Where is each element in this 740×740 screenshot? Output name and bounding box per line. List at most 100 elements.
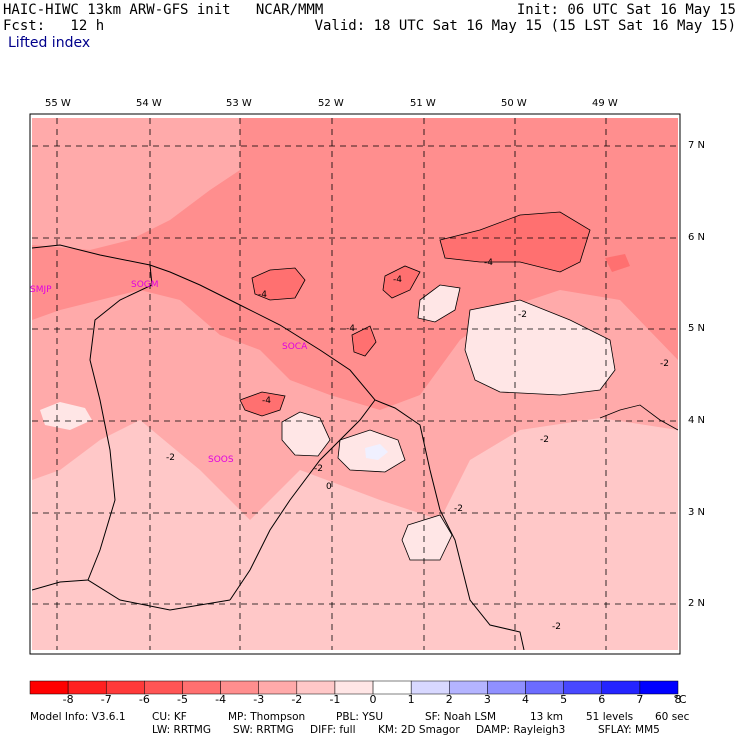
model-title: HAIC-HIWC 13km ARW-GFS init NCAR/MMM [3, 2, 324, 18]
station-soos: SOOS [208, 455, 234, 465]
footer-lw: LW: RRTMG [152, 724, 211, 736]
fill-patch-light-5 [402, 515, 452, 560]
contour-label: -2 [540, 435, 549, 445]
fill-patch-minus4-3 [240, 392, 285, 416]
footer-km: KM: 2D Smagor [378, 724, 460, 736]
contour-minus2-3 [281, 411, 331, 457]
fill-patch-light-sw [40, 402, 92, 430]
border-southwest [32, 579, 89, 591]
border-suriname-guyana [87, 264, 231, 611]
contour-label: -2 [552, 622, 561, 632]
contour-minus2-2 [417, 284, 461, 323]
contour-label: -4 [393, 275, 402, 285]
contour-lines [239, 211, 678, 561]
colorbar-tick-label: 3 [483, 693, 491, 706]
colorbar-tick-label: 8 [674, 693, 682, 706]
colorbar [29, 680, 679, 695]
colorbar-tick-label: 5 [560, 693, 568, 706]
fill-patch-light-nw [32, 118, 240, 250]
fill-patch-minus4-5 [605, 254, 630, 272]
colorbar-tick-label: 4 [522, 693, 530, 706]
fill-patch-near0 [365, 444, 388, 460]
contour-minus2-4 [337, 429, 406, 473]
lat-label: 3 N [688, 507, 706, 518]
lon-label: 52 W [318, 98, 344, 109]
footer-sf: SF: Noah LSM [425, 711, 497, 723]
fill-patch-light-2 [418, 285, 460, 322]
lat-label: 7 N [688, 140, 706, 151]
colorbar-tick-label: -5 [176, 693, 188, 706]
colorbar-tick-label: -1 [329, 693, 341, 706]
contour-label: -2 [660, 359, 669, 369]
colorbar-tick-label: -4 [215, 693, 227, 706]
fill-patch-minus4-4 [352, 326, 376, 356]
contour-label: -2 [314, 464, 323, 474]
contour-minus4-2 [382, 265, 421, 299]
lon-label: 54 W [136, 98, 162, 109]
field-name: Lifted index [8, 35, 91, 51]
contour-label: -2 [454, 504, 463, 514]
station-smjp: SMJP [30, 285, 52, 295]
footer-model-info: Model Info: V3.6.1 [30, 711, 126, 723]
lat-label: 2 N [688, 598, 706, 609]
colorbar-tick-label: 0 [369, 693, 377, 706]
footer-sw: SW: RRTMG [233, 724, 294, 736]
colorbar-tick-label: 2 [445, 693, 453, 706]
lon-label: 53 W [226, 98, 252, 109]
footer-levels: 51 levels [586, 711, 634, 723]
colorbar-tick-label: -6 [138, 693, 150, 706]
contour-minus2-5 [401, 514, 453, 561]
fill-patch-minus4-1 [252, 268, 305, 300]
colorbar-tick-label: -3 [253, 693, 265, 706]
footer-timestep: 60 sec [655, 711, 690, 723]
station-sogm: SOGM [131, 280, 159, 290]
contour-label: -4 [258, 290, 267, 300]
contour-label: -4 [484, 258, 493, 268]
graticule [32, 118, 678, 650]
lat-label: 5 N [688, 323, 706, 334]
lon-label: 55 W [45, 98, 71, 109]
border-suriname-frenchguiana [229, 399, 376, 601]
init-time: Init: 06 UTC Sat 16 May 15 [516, 2, 736, 18]
lat-label: 4 N [688, 415, 706, 426]
lon-label: 49 W [592, 98, 618, 109]
contour-label: -4 [346, 324, 355, 334]
colorbar-tick-label: 7 [636, 693, 644, 706]
colorbar-tick-label: 6 [598, 693, 606, 706]
colorbar-swatch [639, 680, 679, 695]
colorbar-tick-label: -2 [291, 693, 303, 706]
footer-cu: CU: KF [152, 711, 187, 723]
valid-time: Valid: 18 UTC Sat 16 May 15 (15 LST Sat … [314, 18, 736, 34]
lat-label: 6 N [688, 232, 706, 243]
footer-mp: MP: Thompson [228, 711, 306, 723]
fill-patch-minus4-2 [383, 266, 420, 298]
footer-pbl: PBL: YSU [336, 711, 384, 723]
colorbar-unit: °C [673, 693, 687, 706]
colorbar-tick-label: 1 [407, 693, 415, 706]
lon-label: 50 W [501, 98, 527, 109]
contour-label: -2 [166, 453, 175, 463]
boundaries [32, 244, 525, 650]
contour-minus2-6 [599, 404, 678, 431]
contour-label: 0 [326, 482, 332, 492]
colorbar-tick-label: -8 [62, 693, 74, 706]
contour-minus4-1 [251, 267, 306, 301]
contour-minus4-ne [439, 211, 591, 273]
contour-minus4-3 [239, 391, 286, 417]
fill-patch-light-3 [282, 412, 330, 456]
lon-label: 51 W [410, 98, 436, 109]
contour-label: -4 [262, 396, 271, 406]
map-frame [29, 113, 681, 655]
contour-label: -2 [518, 310, 527, 320]
footer-sflay: SFLAY: MM5 [598, 724, 660, 736]
station-soca: SOCA [282, 342, 308, 352]
forecast-hour: Fcst: 12 h [3, 18, 105, 34]
contour-minus4-4 [351, 325, 377, 357]
footer-diff: DIFF: full [310, 724, 356, 736]
footer-resolution: 13 km [530, 711, 564, 723]
footer-damp: DAMP: Rayleigh3 [476, 724, 566, 736]
coastline [32, 244, 525, 650]
contour-minus2-1 [464, 299, 616, 396]
colorbar-tick-label: -7 [100, 693, 112, 706]
